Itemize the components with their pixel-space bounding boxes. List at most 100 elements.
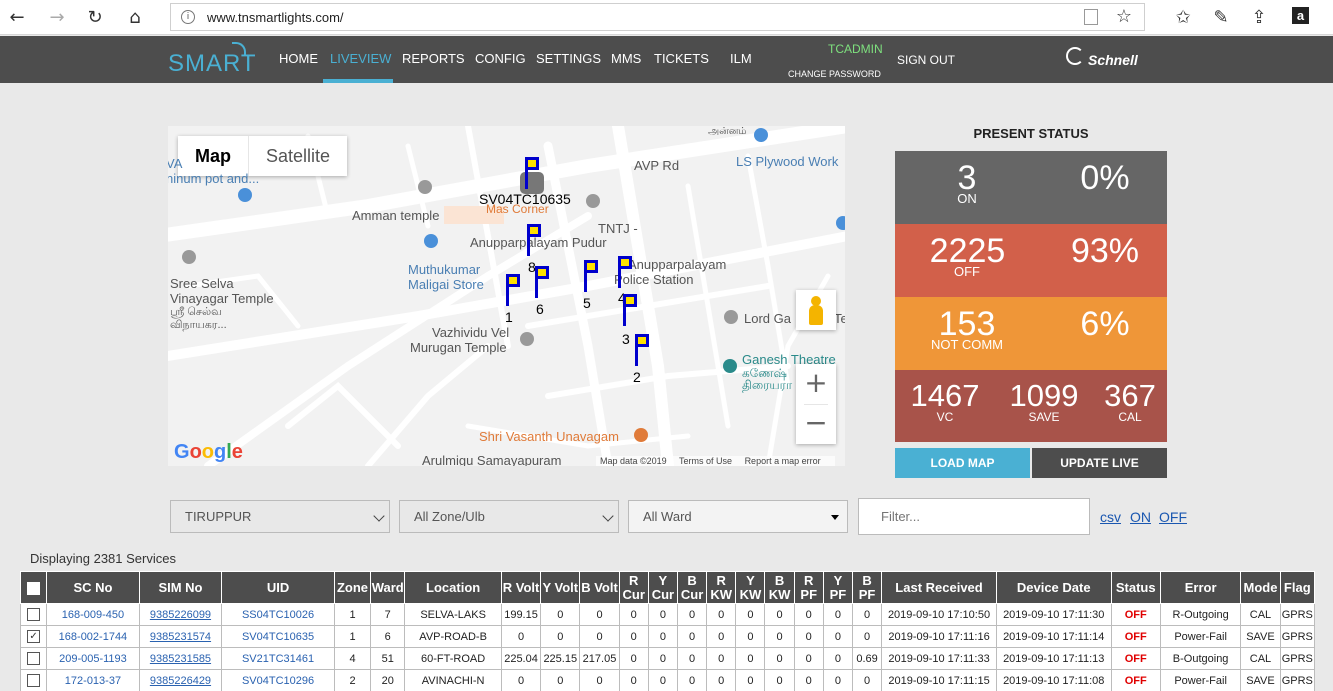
light-marker[interactable] xyxy=(525,157,545,193)
table-cell[interactable]: 9385231574 xyxy=(138,625,223,648)
sign-out-link[interactable]: SIGN OUT xyxy=(897,53,956,67)
light-marker-1[interactable] xyxy=(506,274,526,310)
light-marker-2[interactable] xyxy=(635,334,655,370)
address-bar[interactable]: i www.tnsmartlights.com/ ☆ xyxy=(170,3,1145,31)
map-type-map-button[interactable]: Map xyxy=(178,136,249,176)
row-select-cell[interactable]: ✓ xyxy=(19,625,48,648)
favorite-star-icon[interactable]: ☆ xyxy=(1115,6,1132,27)
col-header[interactable]: B Cur xyxy=(676,571,708,604)
nav-settings[interactable]: SETTINGS xyxy=(536,51,602,66)
col-header[interactable]: Location xyxy=(404,571,502,604)
shopping-bag-icon[interactable] xyxy=(754,128,768,142)
load-map-button[interactable]: LOAD MAP xyxy=(895,448,1030,478)
table-row[interactable]: 168-009-450 9385226099 SS04TC10026 1 7 SELVA-… xyxy=(19,603,1316,626)
forward-arrow-icon[interactable]: → xyxy=(49,6,65,28)
light-marker-5[interactable] xyxy=(584,260,604,296)
table-cell[interactable]: SS04TC10026 xyxy=(221,603,335,626)
street-view-pegman-icon[interactable] xyxy=(796,290,836,330)
row-select-cell[interactable] xyxy=(19,603,48,626)
row-checkbox[interactable] xyxy=(27,674,41,687)
temple-icon[interactable] xyxy=(418,180,432,194)
light-marker-8[interactable] xyxy=(527,224,547,260)
nav-liveview[interactable]: LIVEVIEW xyxy=(330,51,392,66)
on-link[interactable]: ON xyxy=(1130,509,1151,525)
zone-select[interactable]: All Zone/Ulb xyxy=(399,500,619,533)
light-marker-6[interactable] xyxy=(535,266,555,302)
col-header[interactable]: SC No xyxy=(46,571,140,604)
col-header[interactable]: Ward xyxy=(370,571,406,604)
update-live-button[interactable]: UPDATE LIVE xyxy=(1032,448,1167,478)
table-cell[interactable]: 9385231585 xyxy=(138,647,223,670)
off-link[interactable]: OFF xyxy=(1159,509,1187,525)
table-cell[interactable]: 9385226099 xyxy=(138,603,223,626)
table-cell[interactable]: 9385226429 xyxy=(138,669,223,691)
table-cell[interactable]: 168-009-450 xyxy=(46,603,140,626)
table-cell[interactable]: SV04TC10635 xyxy=(221,625,335,648)
back-arrow-icon[interactable]: ← xyxy=(9,6,25,28)
live-map[interactable]: Map Satellite அன்னம் AVP Rd LS Plywood W… xyxy=(168,126,845,466)
reload-icon[interactable]: ↻ xyxy=(87,6,103,28)
table-cell[interactable]: SV04TC10296 xyxy=(221,669,335,691)
nav-tickets[interactable]: TICKETS xyxy=(654,51,709,66)
table-row[interactable]: 172-013-37 9385226429 SV04TC10296 2 20 AVINAC… xyxy=(19,669,1316,691)
light-marker-4[interactable] xyxy=(618,256,638,292)
shopping-bag-icon[interactable] xyxy=(836,216,845,230)
nav-mms[interactable]: MMS xyxy=(611,51,642,66)
col-header[interactable]: R Volt xyxy=(500,571,542,604)
table-cell[interactable]: 168-002-1744 xyxy=(46,625,140,648)
row-checkbox[interactable] xyxy=(27,608,41,621)
nav-reports[interactable]: REPORTS xyxy=(402,51,465,66)
col-header[interactable]: B PF xyxy=(851,571,883,604)
col-header[interactable]: Status xyxy=(1110,571,1161,604)
col-header[interactable]: Device Date xyxy=(995,571,1112,604)
table-cell[interactable]: SV21TC31461 xyxy=(221,647,335,670)
theatre-icon[interactable] xyxy=(723,359,737,373)
nav-ilm[interactable]: ILM xyxy=(730,51,752,66)
col-header[interactable]: R PF xyxy=(793,571,824,604)
col-header[interactable]: B Volt xyxy=(579,571,620,604)
pen-icon[interactable]: ✎ xyxy=(1213,6,1229,28)
light-marker-3[interactable] xyxy=(623,294,643,330)
col-header[interactable]: Y PF xyxy=(822,571,854,604)
amazon-extension-icon[interactable]: a xyxy=(1292,7,1309,24)
district-select[interactable]: TIRUPPUR xyxy=(170,500,390,533)
row-checkbox[interactable] xyxy=(27,652,41,665)
col-header[interactable]: SIM No xyxy=(138,571,223,604)
col-header[interactable]: Mode xyxy=(1240,571,1281,604)
col-header[interactable]: B KW xyxy=(764,571,795,604)
select-all-checkbox[interactable] xyxy=(27,581,41,595)
url-text[interactable]: www.tnsmartlights.com/ xyxy=(207,10,344,25)
select-all-header[interactable] xyxy=(19,571,48,604)
csv-link[interactable]: csv xyxy=(1100,509,1121,525)
table-row[interactable]: ✓ 168-002-1744 9385231574 SV04TC10635 1 6 AVP-… xyxy=(19,625,1316,648)
zoom-in-button[interactable]: + xyxy=(804,366,828,399)
shopping-cart-icon[interactable] xyxy=(424,234,438,248)
row-select-cell[interactable] xyxy=(19,647,48,670)
terms-of-use-link[interactable]: Terms of Use xyxy=(679,456,733,466)
shopping-icon[interactable] xyxy=(238,188,252,202)
col-header[interactable]: Error xyxy=(1159,571,1242,604)
col-header[interactable]: UID xyxy=(221,571,335,604)
col-header[interactable]: Y KW xyxy=(735,571,766,604)
zoom-out-button[interactable]: − xyxy=(804,406,828,439)
row-select-cell[interactable] xyxy=(19,669,48,691)
col-header[interactable]: R KW xyxy=(706,571,737,604)
col-header[interactable]: Last Received xyxy=(881,571,997,604)
ward-select[interactable]: All Ward xyxy=(628,500,848,533)
col-header[interactable]: Y Cur xyxy=(647,571,678,604)
temple-icon[interactable] xyxy=(182,250,196,264)
reading-view-icon[interactable] xyxy=(1084,9,1098,25)
share-icon[interactable]: ⇪ xyxy=(1251,6,1267,28)
filter-input[interactable] xyxy=(858,498,1090,535)
info-icon[interactable]: i xyxy=(181,10,195,24)
col-header[interactable]: Y Volt xyxy=(540,571,581,604)
favorites-icon[interactable]: ✩ xyxy=(1175,6,1191,28)
report-map-error-link[interactable]: Report a map error xyxy=(744,456,821,466)
google-logo[interactable]: Google xyxy=(174,441,243,463)
table-cell[interactable]: 172-013-37 xyxy=(46,669,140,691)
home-icon[interactable]: ⌂ xyxy=(129,6,141,28)
restaurant-icon[interactable] xyxy=(634,428,648,442)
temple-icon[interactable] xyxy=(724,310,738,324)
nav-config[interactable]: CONFIG xyxy=(475,51,526,66)
temple-icon[interactable] xyxy=(520,332,534,346)
